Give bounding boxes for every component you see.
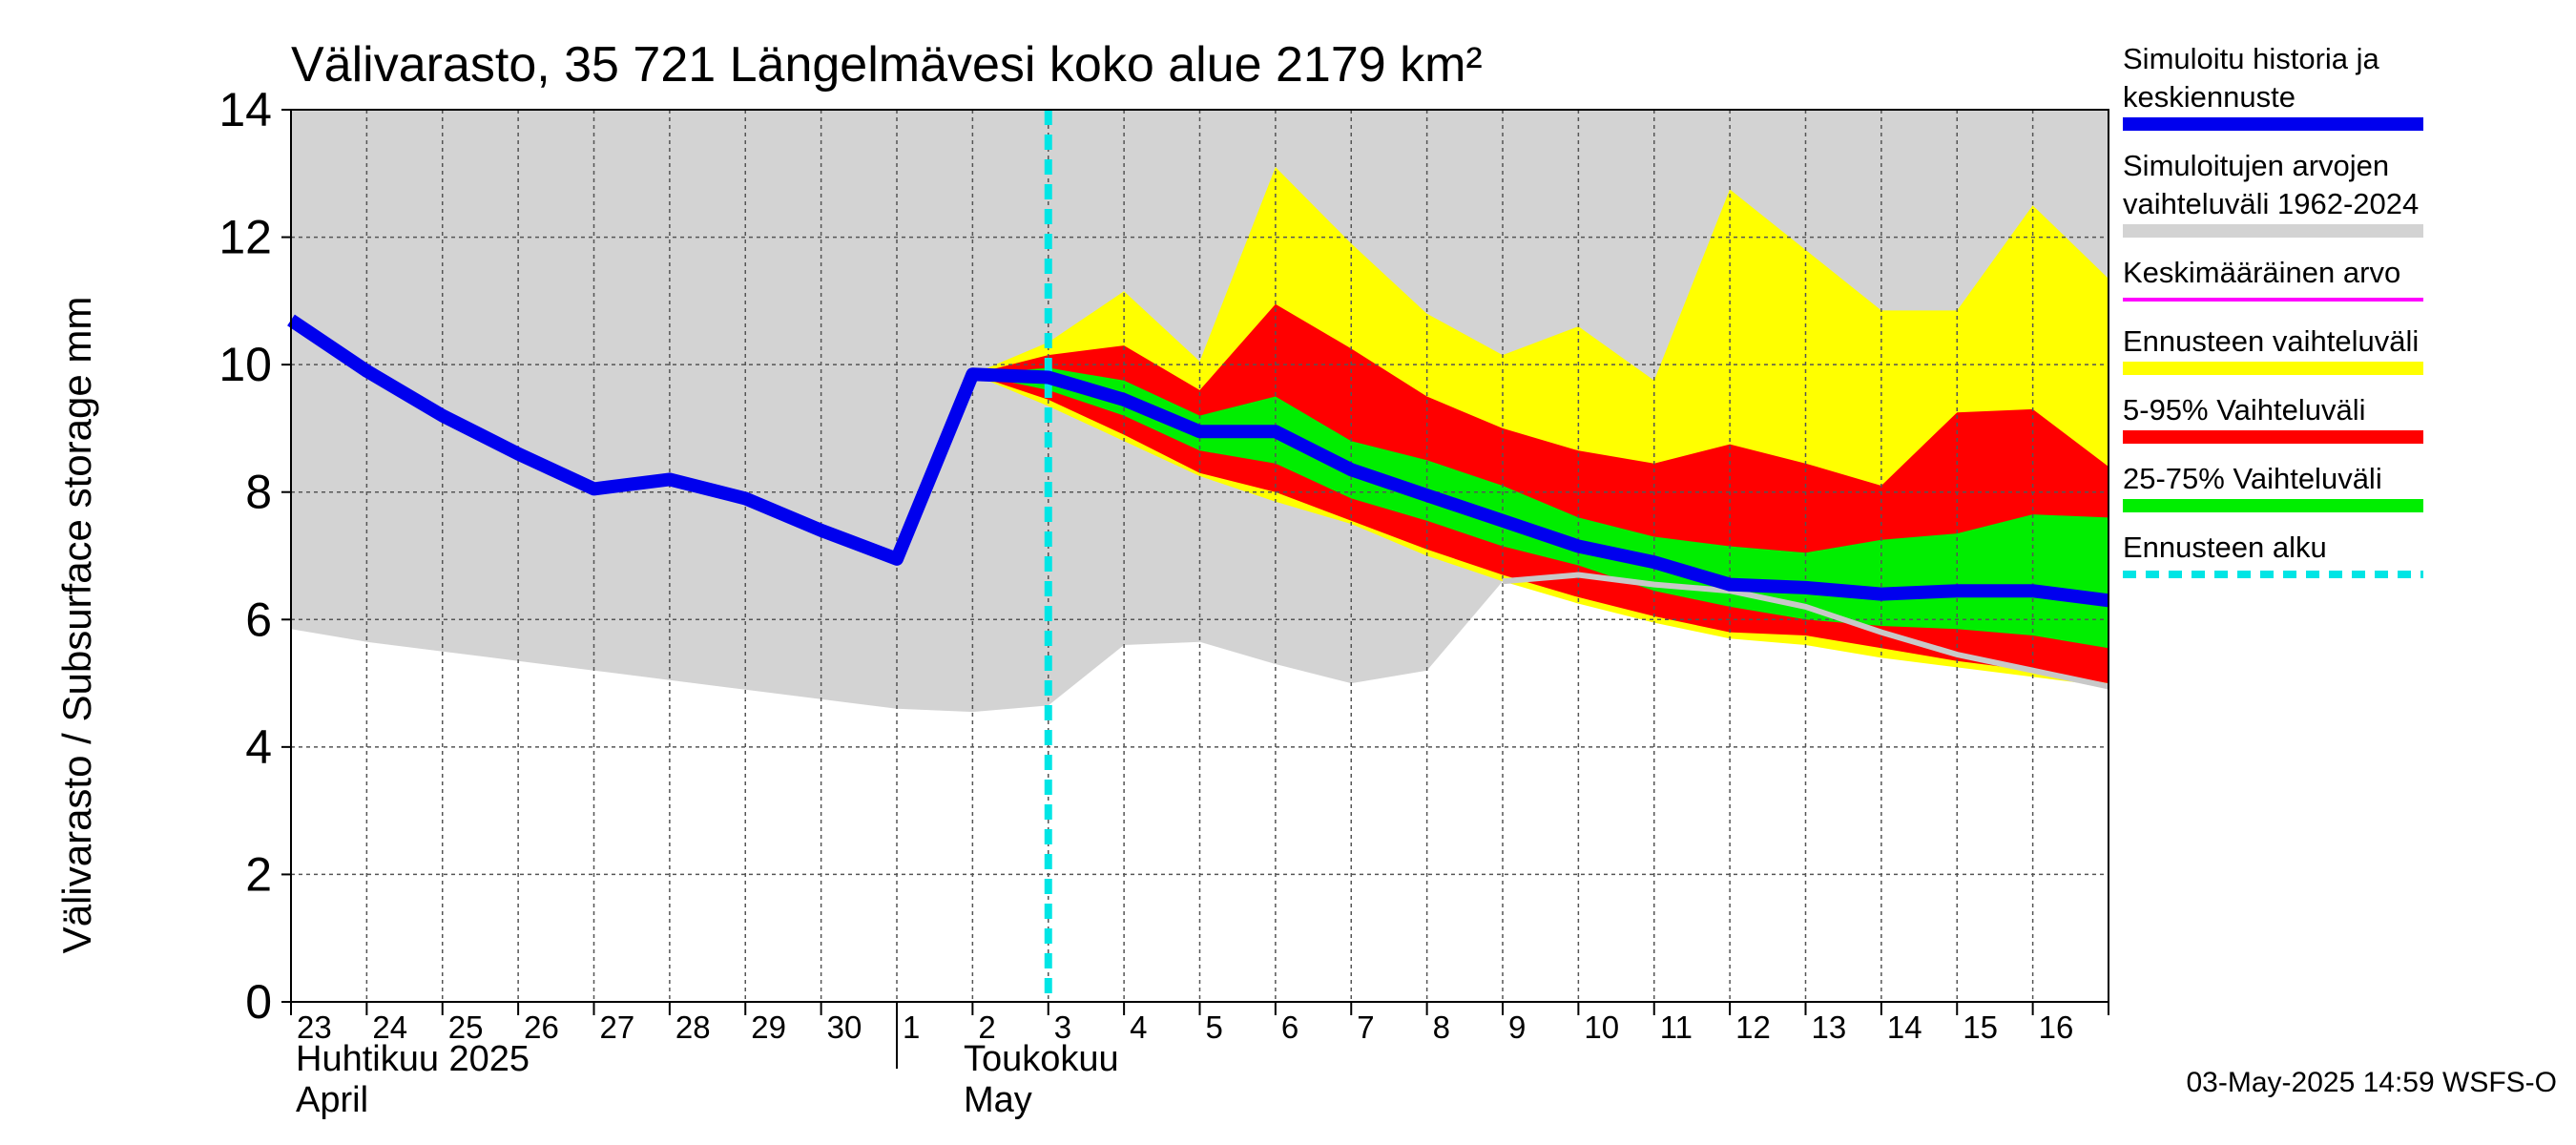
simulated-median-line xyxy=(287,314,2109,608)
legend: Simuloitu historia jakeskiennusteSimuloi… xyxy=(2123,42,2423,578)
grid-lines xyxy=(291,110,2109,1002)
legend-label: keskiennuste xyxy=(2123,80,2296,114)
month-label-en: April xyxy=(296,1080,368,1120)
legend-label: 5-95% Vaihteluväli xyxy=(2123,393,2365,427)
legend-label: Simuloitu historia ja xyxy=(2123,42,2380,75)
legend-label: vaihteluväli 1962-2024 xyxy=(2123,187,2419,220)
legend-label: Ennusteen alku xyxy=(2123,531,2327,564)
y-tick-label: 10 xyxy=(218,338,272,391)
legend-item: Ennusteen alku xyxy=(2123,531,2423,578)
x-tick-label: 16 xyxy=(2039,1010,2074,1045)
x-tick-label: 6 xyxy=(1281,1010,1298,1045)
timestamp-footer: 03-May-2025 14:59 WSFS-O xyxy=(2187,1067,2558,1098)
legend-item: 5-95% Vaihteluväli xyxy=(2123,393,2423,444)
x-tick-label: 23 xyxy=(297,1010,332,1045)
legend-item: 25-75% Vaihteluväli xyxy=(2123,462,2423,512)
y-axis-label: Välivarasto / Subsurface storage mm xyxy=(54,297,99,954)
y-axis-ticks: 0 2 4 6 8 10 12 14 xyxy=(218,83,291,1029)
x-tick-label: 15 xyxy=(1963,1010,1998,1045)
x-tick-label: 3 xyxy=(1054,1010,1071,1045)
legend-label: 25-75% Vaihteluväli xyxy=(2123,462,2382,495)
legend-item: Simuloitujen arvojen vaihteluväli 1962-20… xyxy=(2123,149,2423,238)
x-tick-label: 24 xyxy=(372,1010,407,1045)
x-tick-label: 7 xyxy=(1357,1010,1374,1045)
y-tick-label: 2 xyxy=(245,847,272,901)
x-tick-label: 30 xyxy=(827,1010,862,1045)
x-tick-label: 27 xyxy=(600,1010,635,1045)
x-tick-label: 4 xyxy=(1130,1010,1147,1045)
legend-item: Keskimääräinen arvo xyxy=(2123,256,2423,302)
x-tick-label: 29 xyxy=(751,1010,786,1045)
legend-label: Keskimääräinen arvo xyxy=(2123,256,2400,289)
y-tick-label: 8 xyxy=(245,466,272,519)
x-tick-label: 10 xyxy=(1584,1010,1619,1045)
x-tick-label: 26 xyxy=(524,1010,559,1045)
x-tick-label: 1 xyxy=(903,1010,920,1045)
y-tick-label: 0 xyxy=(245,975,272,1029)
series-lines-layer xyxy=(287,110,2109,1002)
x-tick-label: 14 xyxy=(1887,1010,1922,1045)
legend-label: Simuloitujen arvojen xyxy=(2123,149,2389,182)
month-label-fi: Huhtikuu 2025 xyxy=(296,1039,530,1079)
legend-label: Ennusteen vaihteluväli xyxy=(2123,324,2419,358)
x-tick-label: 28 xyxy=(675,1010,711,1045)
x-tick-label: 13 xyxy=(1812,1010,1847,1045)
x-tick-label: 12 xyxy=(1735,1010,1771,1045)
month-label-fi: Toukokuu xyxy=(964,1039,1119,1079)
x-tick-label: 25 xyxy=(448,1010,484,1045)
x-tick-label: 11 xyxy=(1660,1010,1693,1045)
chart-title: Välivarasto, 35 721 Längelmävesi koko al… xyxy=(291,37,1483,93)
x-tick-label: 9 xyxy=(1508,1010,1526,1045)
x-tick-label: 8 xyxy=(1433,1010,1450,1045)
legend-item: Simuloitu historia ja keskiennuste xyxy=(2123,42,2423,131)
y-tick-label: 14 xyxy=(218,83,272,136)
x-axis-ticks: 23 24 25 26 27 28 29 30 1 2 3 4 5 6 7 8 9 10 11 12 13 14 15 16 xyxy=(290,1002,2109,1045)
y-tick-label: 4 xyxy=(245,720,272,774)
legend-item: Ennusteen vaihteluväli xyxy=(2123,324,2423,375)
x-tick-label: 2 xyxy=(978,1010,995,1045)
y-tick-label: 6 xyxy=(245,593,272,646)
y-tick-label: 12 xyxy=(218,211,272,264)
month-label-en: May xyxy=(964,1080,1032,1120)
median-line xyxy=(1502,572,2109,690)
x-tick-label: 5 xyxy=(1206,1010,1223,1045)
